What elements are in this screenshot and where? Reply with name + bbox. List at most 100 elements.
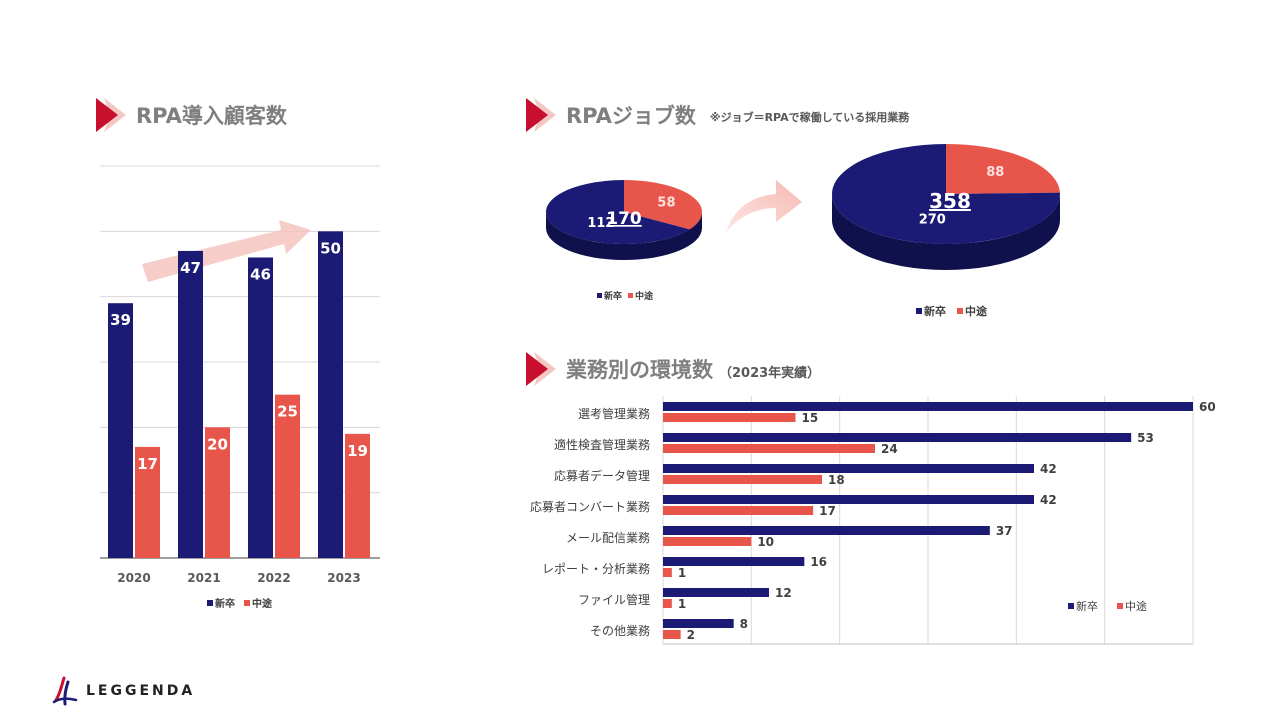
bar-mid: [663, 537, 752, 546]
trend-arrow: [142, 220, 311, 282]
data-label: 47: [180, 259, 201, 277]
data-label: 50: [320, 239, 341, 257]
data-label: 8: [740, 617, 748, 631]
data-label: 53: [1137, 431, 1154, 445]
logo-wordmark: LEGGENDA: [86, 683, 196, 699]
data-label: 60: [1199, 400, 1216, 414]
y-category-label: 適性検査管理業務: [554, 437, 650, 452]
data-label: 1: [678, 566, 686, 580]
pie-slice-new: [832, 144, 1060, 244]
y-category-label: 応募者データ管理: [554, 468, 650, 483]
data-label: 17: [137, 455, 158, 473]
data-label: 42: [1040, 493, 1057, 507]
customers-bar-chart: 39 17 47 20 46 25 50 19 2020 2021 2022 2023 新卒 中途: [100, 165, 380, 610]
bar-new: [663, 464, 1034, 473]
x-tick-label: 2022: [257, 571, 290, 585]
x-tick-label: 2023: [327, 571, 360, 585]
legend-mid-label: 中途: [965, 304, 988, 318]
bar-mid: [205, 427, 230, 558]
chart-legend: 新卒 中途: [1068, 599, 1147, 613]
pie-side-new: [546, 212, 702, 260]
y-category-label: メール配信業務: [566, 531, 650, 545]
data-label: 46: [250, 265, 271, 283]
bar-new: [663, 557, 805, 566]
bar-new: [318, 231, 343, 558]
chevron-right-icon: [526, 352, 556, 386]
chevron-right-icon: [526, 98, 556, 132]
legend-mid-label: 中途: [252, 597, 273, 610]
bar-new: [663, 495, 1034, 504]
pie-slice-mid: [624, 180, 702, 230]
data-label: 270: [919, 212, 946, 227]
bar-new: [248, 257, 273, 558]
chevron-right-icon: [96, 98, 126, 132]
bar-mid: [275, 394, 300, 558]
data-label: 12: [775, 586, 792, 600]
data-label: 37: [996, 524, 1013, 538]
pie-side-new: [832, 194, 1060, 270]
legend-new-label: 新卒: [1076, 599, 1098, 613]
jobs-section-title: RPAジョブ数 ※ジョブ＝RPAで稼働している採用業務: [526, 98, 909, 132]
x-tick-label: 2021: [187, 571, 220, 585]
bar-new: [663, 433, 1132, 442]
bar-mid: [663, 444, 875, 453]
chart-legend: 新卒 中途: [916, 304, 988, 318]
bar-new: [663, 619, 734, 628]
environment-title: 業務別の環境数: [566, 358, 713, 382]
jobs-note: ※ジョブ＝RPAで稼働している採用業務: [709, 111, 910, 124]
data-label: 88: [986, 165, 1004, 180]
bar-mid: [345, 433, 370, 558]
bar-mid: [135, 446, 160, 558]
leggenda-logo: LEGGENDA: [52, 676, 195, 706]
chart-legend: 新卒 中途: [207, 597, 273, 610]
bar-mid: [663, 506, 814, 515]
data-label: 112: [587, 216, 614, 231]
y-category-label: その他業務: [590, 624, 650, 638]
customers-section-title: RPA導入顧客数: [96, 98, 287, 132]
legend-new-label: 新卒: [604, 290, 622, 302]
bar-mid: [663, 413, 796, 422]
data-label: 20: [207, 435, 228, 453]
bar-new: [108, 303, 133, 558]
data-label: 2: [687, 628, 695, 642]
bar-new: [178, 250, 203, 558]
y-category-label: レポート・分析業務: [542, 562, 650, 576]
pie-total-label: 170: [606, 209, 642, 229]
environment-section-title: 業務別の環境数 （2023年実績）: [526, 352, 820, 386]
bar-mid: [663, 599, 672, 608]
bar-new: [663, 588, 769, 597]
bar-mid: [663, 630, 681, 639]
legend-mid-label: 中途: [635, 290, 654, 302]
pie-total-label: 358: [929, 189, 971, 213]
data-label: 16: [810, 555, 827, 569]
y-category-label: 応募者コンバート業務: [530, 500, 650, 514]
environment-hbar-chart: 選考管理業務適性検査管理業務応募者データ管理応募者コンバート業務メール配信業務レ…: [530, 396, 1216, 645]
environment-subtitle: （2023年実績）: [719, 365, 821, 381]
data-label: 25: [277, 403, 298, 421]
leggenda-logo-mark-icon: [52, 676, 78, 706]
data-label: 19: [347, 442, 368, 460]
data-label: 42: [1040, 462, 1057, 476]
data-label: 15: [802, 411, 819, 425]
data-label: 58: [657, 196, 675, 211]
data-label: 24: [881, 442, 898, 456]
bar-mid: [663, 475, 822, 484]
page-title: RPA導入顧客数: [136, 104, 287, 128]
pie-slice-mid: [946, 144, 1060, 194]
bar-mid: [663, 568, 672, 577]
y-category-label: ファイル管理: [578, 592, 650, 607]
pie-slice-new: [546, 180, 690, 244]
x-tick-label: 2020: [117, 571, 150, 585]
jobs-title: RPAジョブ数: [566, 104, 696, 128]
growth-arrow-icon: [726, 180, 802, 232]
bar-new: [663, 402, 1193, 411]
data-label: 17: [819, 504, 836, 518]
legend-new-label: 新卒: [924, 304, 946, 318]
legend-mid-label: 中途: [1125, 599, 1147, 613]
y-category-label: 選考管理業務: [578, 406, 650, 421]
data-label: 39: [110, 311, 131, 329]
bar-new: [663, 526, 990, 535]
data-label: 18: [828, 473, 845, 487]
data-label: 1: [678, 597, 686, 611]
